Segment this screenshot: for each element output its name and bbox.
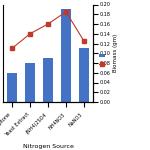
Legend: , : , <box>97 51 111 69</box>
X-axis label: Nitrogen Source: Nitrogen Source <box>22 144 74 148</box>
Bar <box>79 48 89 102</box>
Bar <box>61 9 71 102</box>
Bar <box>7 73 17 102</box>
Bar <box>25 63 35 102</box>
Bar <box>43 58 53 102</box>
Y-axis label: Biomass (gm): Biomass (gm) <box>113 34 118 72</box>
